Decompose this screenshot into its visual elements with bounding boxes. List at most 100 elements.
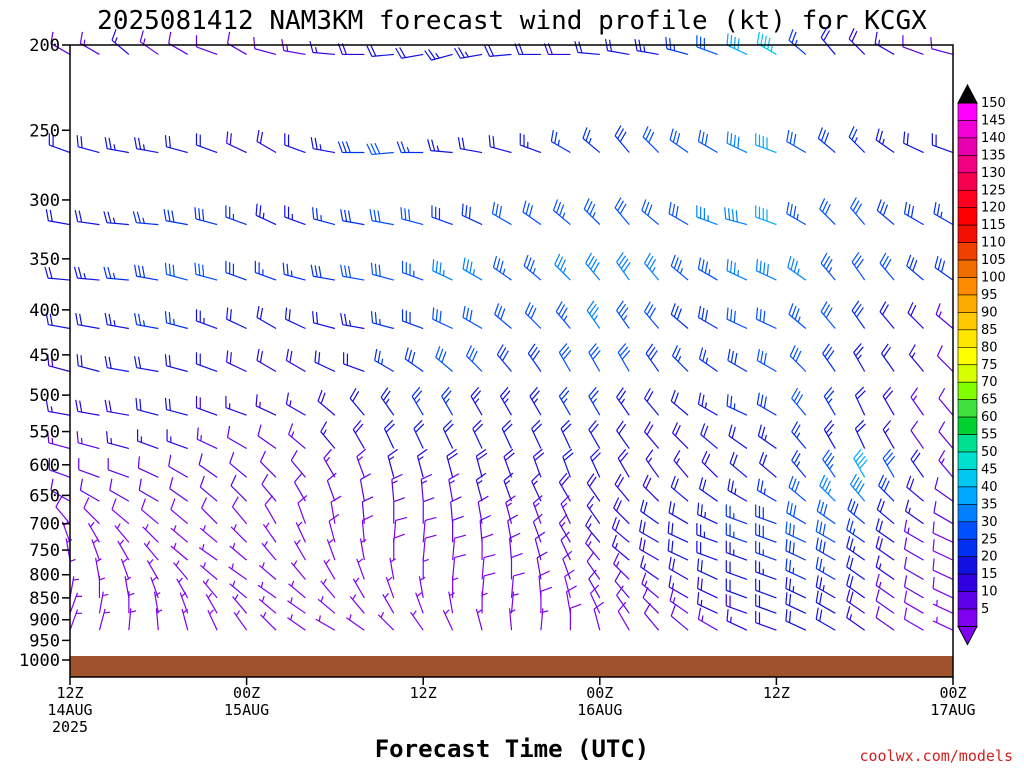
barb-staff [196, 320, 218, 330]
barb-half-flag [104, 611, 110, 614]
wind-barb [757, 424, 777, 450]
barb-flag [875, 573, 880, 586]
barb-half-flag [181, 592, 187, 597]
barb-flag [618, 255, 627, 266]
wind-barb [848, 126, 866, 153]
barb-staff [256, 141, 277, 154]
barb-staff [785, 588, 807, 599]
wind-barb [201, 497, 218, 525]
barb-flag [431, 139, 436, 152]
barb-flag [257, 424, 262, 437]
barb-flag [137, 313, 142, 326]
barb-staff [50, 42, 71, 55]
wind-barb [168, 454, 189, 478]
colorbar-swatch [957, 242, 978, 261]
wind-barb [262, 522, 277, 543]
barb-flag [494, 303, 500, 315]
barb-flag [825, 307, 833, 319]
barb-flag [382, 390, 391, 401]
barb-flag [879, 201, 885, 214]
barb-half-flag [504, 398, 509, 404]
barb-flag [668, 556, 672, 569]
barb-flag [704, 309, 709, 322]
barb-staff [588, 429, 601, 449]
barb-staff [522, 211, 542, 226]
barb-flag [852, 200, 860, 212]
barb-flag [74, 209, 79, 222]
barb-flag [107, 211, 112, 224]
barb-staff [107, 469, 130, 478]
barb-staff [882, 395, 895, 416]
barb-staff [196, 407, 218, 416]
barb-flag [424, 534, 437, 539]
barb-flag [566, 585, 577, 593]
barb-flag [878, 474, 885, 486]
wind-barb [930, 37, 954, 56]
barb-flag [454, 534, 467, 539]
barb-flag [819, 558, 823, 571]
barb-flag [724, 207, 727, 219]
barb-flag [168, 31, 172, 44]
barb-flag [226, 307, 229, 320]
wind-barb [938, 421, 954, 449]
colorbar-swatch [957, 277, 978, 296]
y-tick-label: 800 [29, 566, 60, 586]
wind-barb [134, 264, 159, 281]
barb-staff [701, 461, 718, 478]
barb-half-flag [51, 437, 54, 444]
colorbar-swatch [957, 591, 978, 610]
wind-barb [170, 498, 189, 525]
barb-flag [903, 607, 908, 620]
barb-staff [673, 460, 689, 478]
wind-barb [698, 477, 718, 502]
barb-staff [788, 39, 807, 55]
barb-staff [727, 489, 748, 502]
barb-staff [146, 560, 159, 580]
barb-flag [111, 29, 117, 41]
barb-half-flag [737, 269, 740, 276]
x-tick-label: 00Z [939, 684, 966, 702]
barb-flag [198, 453, 203, 465]
wind-barb [47, 354, 71, 373]
barb-flag [704, 261, 709, 274]
wind-barb [87, 521, 100, 543]
wind-barb [726, 33, 748, 55]
wind-barb [755, 307, 777, 330]
y-tick-label: 750 [29, 541, 60, 561]
barb-half-flag [360, 538, 367, 543]
wind-barb [389, 557, 397, 580]
barb-flag [614, 519, 621, 531]
wind-barb [258, 562, 277, 580]
barb-flag [788, 610, 792, 623]
wind-barb [848, 28, 866, 55]
wind-barb [50, 31, 71, 55]
wind-barb [383, 419, 395, 449]
barb-flag [908, 344, 916, 355]
barb-staff [726, 270, 748, 281]
barb-flag [876, 498, 882, 510]
wind-barb [726, 394, 748, 416]
barb-staff [139, 41, 159, 55]
barb-flag [825, 258, 833, 270]
barb-staff [107, 410, 129, 416]
barb-staff [788, 486, 807, 502]
barb-flag [528, 205, 534, 217]
wind-barb [755, 594, 777, 614]
barb-flag [884, 258, 892, 270]
wind-barb [196, 427, 218, 450]
wind-barb [261, 473, 277, 502]
barb-flag [726, 307, 729, 320]
barb-flag [592, 350, 601, 360]
barb-staff [815, 567, 836, 580]
barb-flag [906, 475, 912, 488]
barb-flag [735, 210, 738, 223]
wind-barb [667, 521, 689, 543]
barb-staff [644, 397, 660, 416]
barb-staff [199, 564, 218, 580]
barb-staff [136, 367, 159, 373]
barb-flag [132, 211, 137, 223]
barb-flag [737, 136, 740, 149]
barb-flag [785, 558, 788, 571]
y-tick-label: 1000 [19, 651, 60, 671]
barb-staff [413, 428, 424, 449]
